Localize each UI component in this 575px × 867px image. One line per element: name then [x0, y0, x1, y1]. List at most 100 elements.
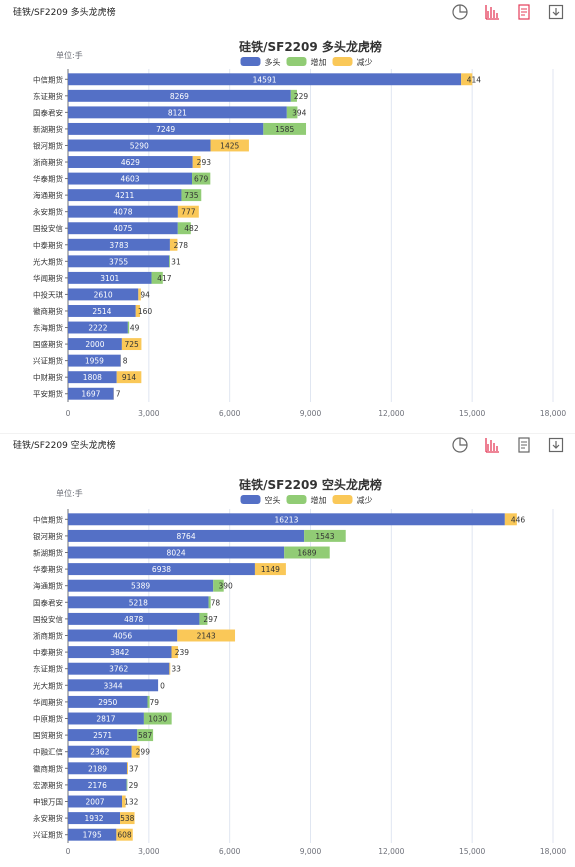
- bar-base: [68, 745, 132, 758]
- bar-decrease: [116, 371, 142, 384]
- bar-decrease: [192, 156, 201, 168]
- bar-base-label: 8024: [167, 549, 186, 558]
- panel-title: 硅铁/SF2209 多头龙虎榜: [13, 8, 116, 18]
- y-category-label: 国泰君安: [33, 597, 63, 607]
- data-view-icon[interactable]: [515, 436, 533, 454]
- bar-increase: [127, 321, 130, 334]
- y-category-label: 银河期货: [33, 140, 63, 150]
- bar-decrease: [126, 762, 128, 775]
- pie-chart-icon[interactable]: [451, 3, 469, 21]
- bar-base-label: 3344: [104, 681, 123, 690]
- download-icon[interactable]: [547, 3, 565, 21]
- bar-base-label: 2189: [88, 764, 107, 773]
- bar-decrease: [138, 288, 141, 301]
- bar-base: [68, 122, 264, 135]
- bar-base-label: 1959: [85, 357, 104, 366]
- bar-decrease-label: 1425: [220, 141, 239, 150]
- bar-increase: [143, 712, 172, 725]
- bar-base: [68, 529, 305, 542]
- bar-base: [68, 189, 182, 202]
- bar-chart-icon[interactable]: [483, 3, 501, 21]
- bar-decrease-label: 1149: [261, 565, 280, 574]
- bar-base-label: 5389: [131, 582, 150, 591]
- bar-decrease-label: 299: [136, 748, 151, 757]
- legend-label: 减少: [357, 57, 373, 67]
- chart-title: 硅铁/SF2209 空头龙虎榜: [239, 477, 382, 492]
- bar-base: [68, 513, 505, 526]
- y-category-label: 中泰期货: [33, 647, 63, 657]
- bar-increase-label: 297: [203, 615, 218, 624]
- y-category-label: 浙商期货: [33, 631, 63, 641]
- bar-decrease: [504, 513, 517, 526]
- bar-decrease-label: 132: [124, 798, 139, 807]
- bar-decrease-label: 914: [122, 373, 137, 382]
- bar-decrease: [169, 238, 178, 251]
- legend-label: 增加: [311, 495, 327, 505]
- bar-increase-label: 1030: [148, 715, 167, 724]
- bar-base-label: 4078: [113, 208, 132, 217]
- bar-base-label: 2222: [88, 324, 107, 333]
- bar-decrease-label: 160: [138, 307, 153, 316]
- bar-increase-label: 587: [138, 731, 153, 740]
- bar-base: [68, 371, 117, 384]
- bar-increase-label: 31: [171, 257, 181, 266]
- y-category-label: 新湖期货: [33, 548, 63, 558]
- legend-swatch: [286, 57, 307, 66]
- x-tick-label: 0: [66, 847, 71, 856]
- x-tick-label: 12,000: [378, 847, 404, 856]
- bar-base: [68, 271, 152, 284]
- y-category-label: 国盛期货: [33, 339, 63, 349]
- bar-decrease-label: 239: [175, 648, 190, 657]
- y-category-label: 中投天琪: [33, 289, 63, 299]
- bar-decrease-label: 777: [181, 208, 196, 217]
- y-category-label: 浙商期货: [33, 157, 63, 167]
- pie-chart-icon[interactable]: [451, 436, 469, 454]
- bar-base-label: 7249: [156, 125, 175, 134]
- bar-increase: [199, 612, 208, 625]
- unit-label: 单位:手: [56, 488, 83, 498]
- bar-base-label: 6938: [152, 565, 171, 574]
- bar-base: [68, 321, 128, 334]
- y-category-label: 平安期货: [33, 389, 63, 399]
- bar-decrease: [120, 812, 135, 825]
- bar-base-label: 4056: [113, 632, 132, 641]
- bar-decrease: [135, 305, 141, 317]
- bar-base-label: 2950: [98, 698, 117, 707]
- bar-base-label: 8121: [168, 108, 187, 117]
- legend-label: 增加: [311, 57, 327, 67]
- bar-base-label: 2817: [96, 715, 115, 724]
- bar-decrease-label: 278: [174, 241, 189, 250]
- bar-decrease: [177, 629, 236, 642]
- bar-decrease-label: 608: [117, 831, 132, 840]
- bar-base: [68, 828, 117, 841]
- bar-decrease-label: 293: [197, 158, 212, 167]
- bar-base: [68, 795, 123, 808]
- bar-base-label: 1808: [83, 373, 102, 382]
- bar-base: [68, 712, 144, 725]
- bar-base: [68, 172, 193, 185]
- bar-decrease: [254, 563, 286, 576]
- bar-base-label: 2571: [93, 731, 112, 740]
- download-icon[interactable]: [547, 436, 565, 454]
- bar-decrease: [122, 795, 126, 808]
- legend-swatch: [286, 495, 307, 504]
- bar-base: [68, 305, 136, 317]
- bar-increase-label: 417: [157, 274, 172, 283]
- data-view-icon[interactable]: [515, 3, 533, 21]
- bar-chart-icon[interactable]: [483, 436, 501, 454]
- bar-decrease: [461, 73, 473, 86]
- bar-decrease: [169, 662, 171, 675]
- bar-decrease-label: 0: [160, 681, 165, 690]
- bar-base-label: 2514: [92, 307, 111, 316]
- bar-base-label: 1697: [81, 390, 100, 399]
- bar-base-label: 2000: [85, 340, 104, 349]
- panel-title: 硅铁/SF2209 空头龙虎榜: [13, 441, 116, 451]
- bar-increase-label: 1689: [297, 549, 316, 558]
- bar-base-label: 8269: [170, 92, 189, 101]
- y-category-label: 永安期货: [33, 207, 63, 217]
- bar-increase-label: 394: [292, 108, 307, 117]
- bar-base-label: 2176: [88, 781, 107, 790]
- bar-base: [68, 778, 127, 791]
- bar-decrease-label: 94: [140, 290, 150, 299]
- bar-base-label: 1932: [84, 814, 103, 823]
